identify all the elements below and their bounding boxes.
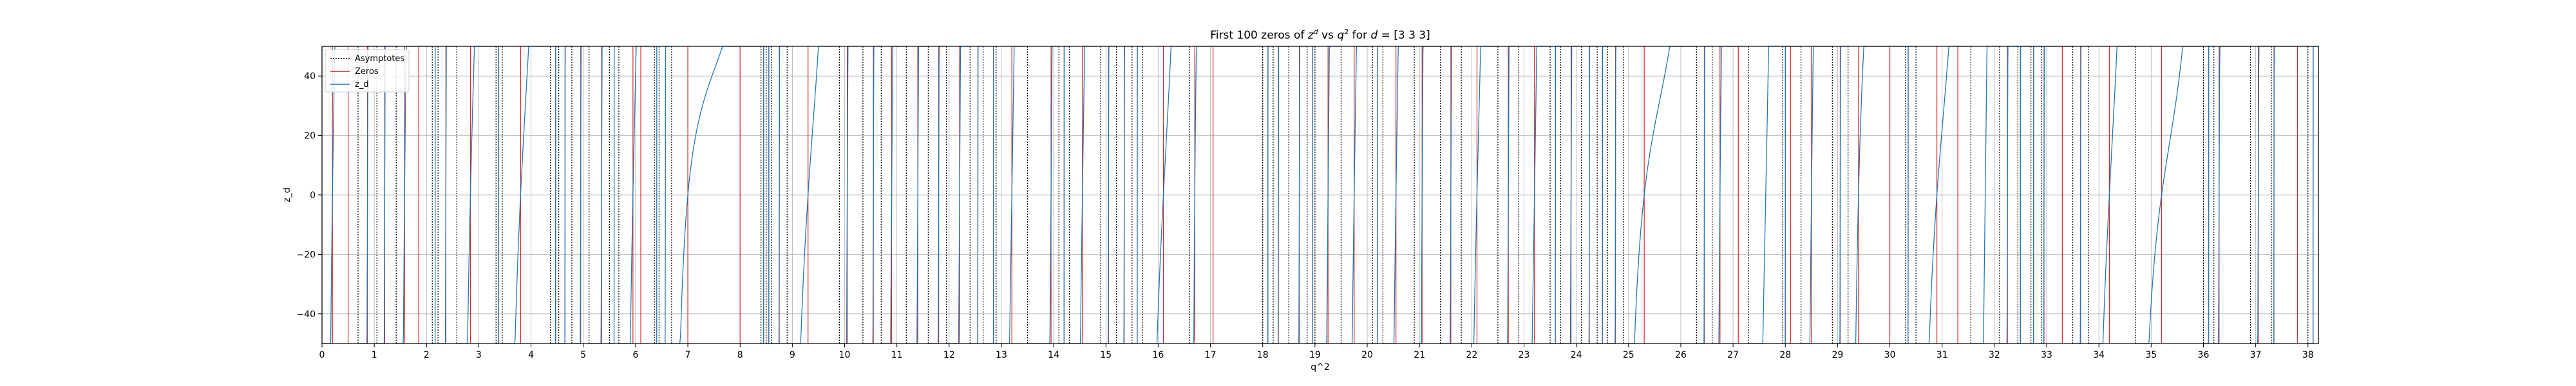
x-tick-label: 35	[2145, 350, 2157, 360]
y-tick-label: −20	[296, 250, 316, 260]
x-tick-label: 21	[1414, 350, 1425, 360]
x-tick-label: 10	[839, 350, 851, 360]
x-tick-label: 9	[790, 350, 795, 360]
x-tick-label: 0	[319, 350, 325, 360]
legend: Asymptotes Zeros z_d	[325, 49, 410, 93]
legend-zd-label: z_d	[355, 80, 369, 89]
grid-lines	[321, 46, 2318, 344]
x-tick-label: 15	[1100, 350, 1112, 360]
x-tick-label: 34	[2093, 350, 2105, 360]
x-axis: 0 1 2 3 4 5 6 7 8 9 10 11 12 13 14 15 16 17 18 19 20 21 22 23 24…	[319, 344, 2314, 360]
x-tick-label: 13	[996, 350, 1007, 360]
y-axis-label: z_d	[282, 187, 292, 202]
x-tick-label: 22	[1466, 350, 1477, 360]
y-axis: −40 −20 0 20 40	[296, 71, 322, 320]
x-tick-label: 1	[372, 350, 377, 360]
y-tick-label: 0	[310, 190, 316, 201]
x-tick-label: 17	[1205, 350, 1217, 360]
x-tick-label: 38	[2302, 350, 2314, 360]
chart-title: First 100 zeros of zd vs q2 for d = [3 3…	[1210, 28, 1430, 42]
x-tick-label: 19	[1309, 350, 1321, 360]
x-tick-label: 36	[2198, 350, 2210, 360]
x-tick-label: 29	[1832, 350, 1843, 360]
y-tick-label: −40	[296, 309, 316, 320]
x-tick-label: 14	[1048, 350, 1059, 360]
legend-box	[325, 49, 410, 93]
x-tick-label: 33	[2041, 350, 2052, 360]
x-tick-label: 2	[424, 350, 430, 360]
legend-zeros-label: Zeros	[355, 67, 379, 77]
x-axis-label: q^2	[1311, 362, 1330, 372]
x-tick-label: 16	[1153, 350, 1164, 360]
x-tick-label: 8	[737, 350, 743, 360]
y-tick-label: 20	[304, 131, 316, 142]
legend-asymptotes-label: Asymptotes	[355, 54, 404, 64]
x-tick-label: 27	[1727, 350, 1739, 360]
x-tick-label: 28	[1779, 350, 1791, 360]
x-tick-label: 18	[1257, 350, 1269, 360]
x-tick-label: 30	[1884, 350, 1896, 360]
x-tick-label: 24	[1571, 350, 1582, 360]
x-tick-label: 25	[1623, 350, 1634, 360]
x-tick-label: 4	[528, 350, 534, 360]
x-tick-label: 7	[685, 350, 691, 360]
x-tick-label: 37	[2250, 350, 2262, 360]
x-tick-label: 11	[891, 350, 903, 360]
x-tick-label: 31	[1937, 350, 1948, 360]
x-tick-label: 20	[1361, 350, 1373, 360]
x-tick-label: 5	[580, 350, 586, 360]
x-tick-label: 6	[632, 350, 638, 360]
x-tick-label: 12	[943, 350, 955, 360]
x-tick-label: 3	[476, 350, 482, 360]
x-tick-label: 23	[1519, 350, 1530, 360]
y-tick-label: 40	[304, 71, 316, 82]
x-tick-label: 32	[1989, 350, 2000, 360]
x-tick-label: 26	[1675, 350, 1687, 360]
